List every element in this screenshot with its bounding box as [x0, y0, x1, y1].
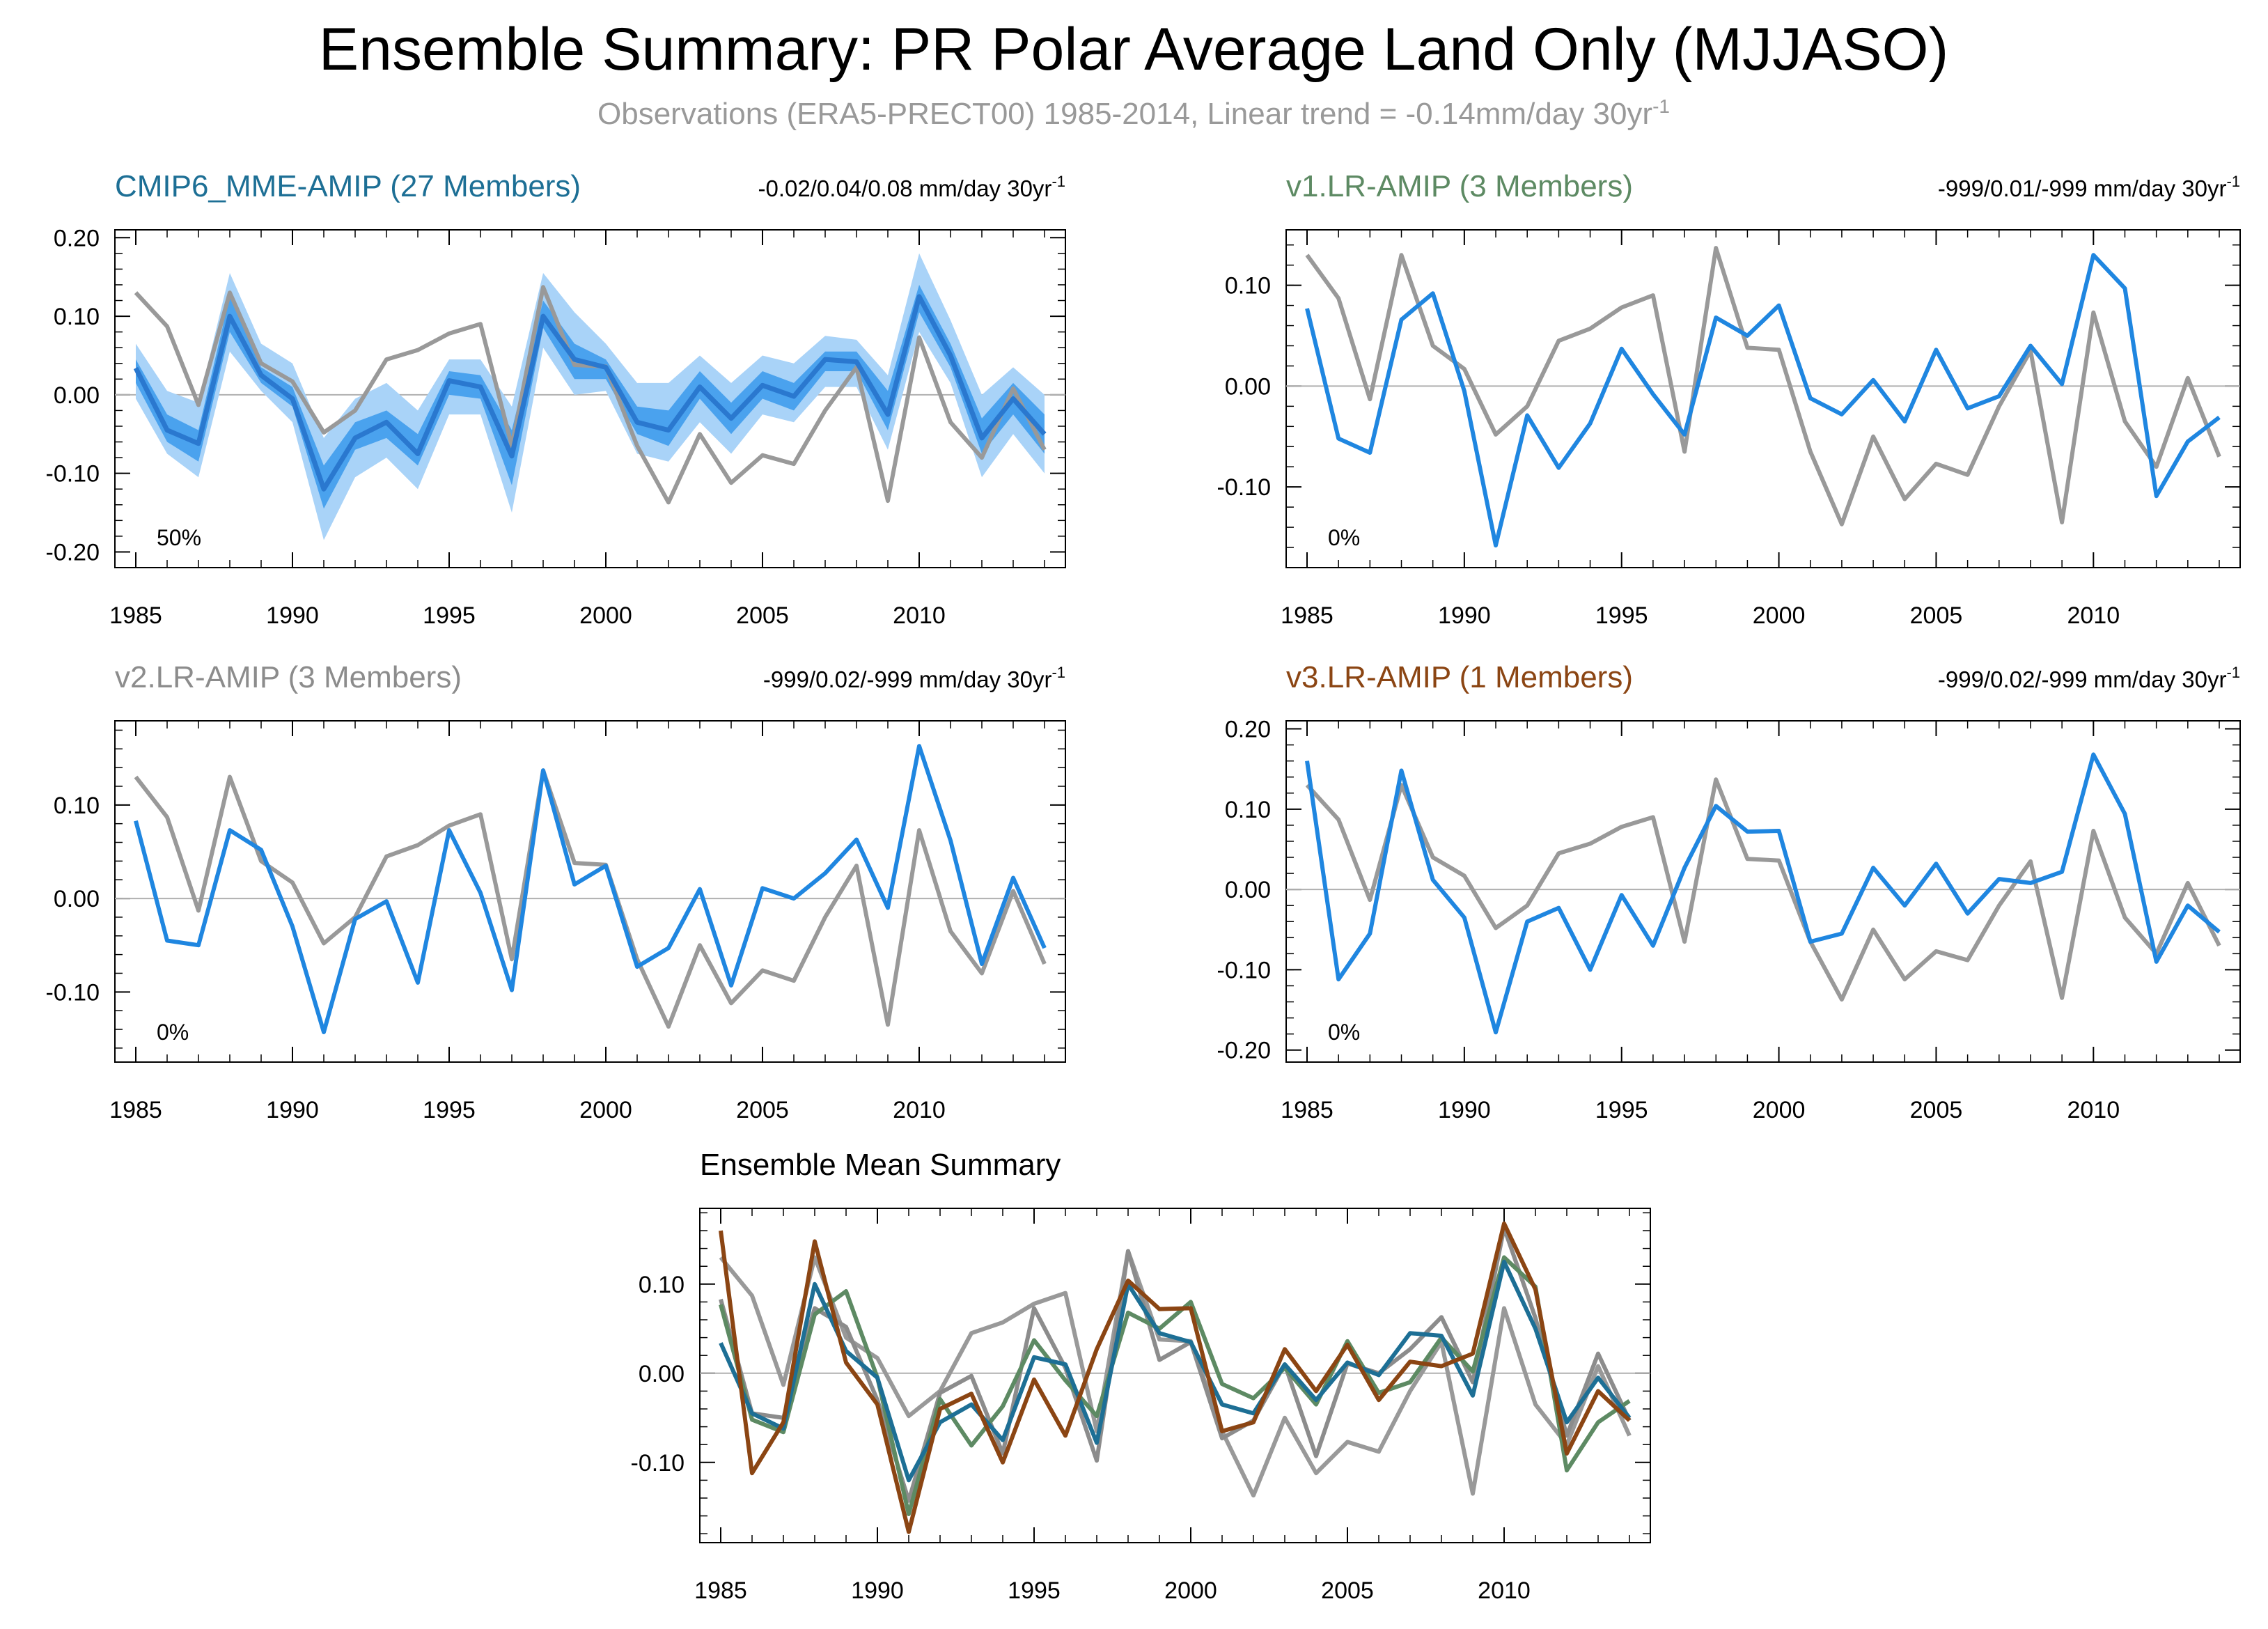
trend-label: -999/0.02/-999 mm/day 30yr-1: [1938, 664, 2240, 692]
trend-text: -999/0.02/-999 mm/day 30yr: [1938, 667, 2227, 692]
y-tick-label: 0.20: [1225, 717, 1271, 743]
panel-title: CMIP6_MME-AMIP (27 Members): [115, 169, 581, 203]
x-tick-label: 2000: [579, 602, 632, 629]
x-tick-label: 2010: [1478, 1577, 1531, 1604]
trend-label: -999/0.01/-999 mm/day 30yr-1: [1938, 173, 2240, 201]
y-tick-label: -0.10: [1217, 957, 1272, 983]
x-tick-label: 1985: [109, 1097, 162, 1123]
x-tick-label: 1995: [1008, 1577, 1061, 1604]
x-tick-label: 1985: [109, 602, 162, 629]
series-observations: [1305, 246, 2221, 527]
x-tick-label: 1985: [1281, 602, 1334, 629]
trend-label: -0.02/0.04/0.08 mm/day 30yr-1: [758, 173, 1065, 201]
x-tick-label: 1995: [423, 1097, 476, 1123]
x-tick-label: 1985: [1281, 1097, 1334, 1123]
panels: CMIP6_MME-AMIP (27 Members) -0.02/0.04/0.…: [46, 169, 2241, 1604]
trend-label: -999/0.02/-999 mm/day 30yr-1: [763, 664, 1065, 692]
series-model: [134, 744, 1047, 1034]
page-subtitle-text: Observations (ERA5-PRECT00) 1985-2014, L…: [597, 97, 1652, 131]
panel-title: v1.LR-AMIP (3 Members): [1286, 169, 1633, 203]
y-tick-label: -0.10: [46, 461, 100, 488]
y-tick-label: 0.10: [54, 793, 100, 819]
trend-sup: -1: [1051, 664, 1065, 681]
y-tick-label: 0.00: [54, 886, 100, 912]
y-tick-label: -0.10: [46, 979, 100, 1006]
series-v3: [719, 1221, 1632, 1534]
page-subtitle-sup: -1: [1652, 95, 1670, 117]
y-tick-label: -0.10: [631, 1450, 685, 1476]
series-observations: [719, 1249, 1632, 1498]
series-model: [1305, 253, 2221, 548]
x-tick-label: 2005: [736, 602, 789, 629]
x-tick-label: 2000: [1753, 1097, 1806, 1123]
page-subtitle: Observations (ERA5-PRECT00) 1985-2014, L…: [597, 95, 1670, 131]
x-tick-label: 1990: [266, 1097, 319, 1123]
panel-cmip6: CMIP6_MME-AMIP (27 Members) -0.02/0.04/0.…: [46, 169, 1066, 629]
plot-frame: [1285, 720, 2241, 1063]
plot-frame: [114, 229, 1066, 568]
x-tick-label: 1985: [694, 1577, 747, 1604]
y-tick-label: 0.10: [1225, 273, 1271, 299]
x-tick-label: 1995: [1595, 602, 1648, 629]
x-tick-label: 1990: [851, 1577, 904, 1604]
panel-title: v3.LR-AMIP (1 Members): [1286, 660, 1633, 694]
plot-frame: [1285, 229, 2241, 568]
panel-mean: Ensemble Mean Summary -0.10 0.00 0.10 1985 19…: [631, 1148, 1651, 1604]
y-tick-label: 0.20: [54, 225, 100, 251]
y-tick-label: 0.00: [54, 382, 100, 409]
x-tick-label: 2005: [736, 1097, 789, 1123]
y-tick-label: 0.00: [1225, 877, 1271, 903]
y-tick-label: 0.10: [54, 304, 100, 330]
x-tick-label: 1990: [1438, 1097, 1491, 1123]
x-tick-label: 2005: [1321, 1577, 1374, 1604]
panel-v1: v1.LR-AMIP (3 Members) -999/0.01/-999 mm/…: [1217, 169, 2241, 629]
x-tick-label: 1995: [423, 602, 476, 629]
percent-label: 0%: [1328, 525, 1360, 550]
y-tick-label: 0.10: [639, 1272, 685, 1298]
y-tick-label: 0.00: [1225, 373, 1271, 400]
y-tick-label: 0.10: [1225, 797, 1271, 823]
trend-text: -999/0.01/-999 mm/day 30yr: [1938, 176, 2227, 201]
panel-v2: v2.LR-AMIP (3 Members) -999/0.02/-999 mm/…: [46, 660, 1066, 1123]
panel-title: v2.LR-AMIP (3 Members): [115, 660, 462, 694]
y-tick-label: -0.20: [46, 539, 100, 566]
y-tick-label: -0.20: [1217, 1038, 1272, 1064]
percent-label: 0%: [157, 1020, 189, 1045]
plot-frame: [699, 1208, 1651, 1543]
band-outer: [136, 253, 1045, 540]
percent-label: 0%: [1328, 1020, 1360, 1045]
percent-label: 50%: [157, 525, 201, 550]
series-cmip6: [719, 1259, 1632, 1483]
trend-text: -0.02/0.04/0.08 mm/day 30yr: [758, 176, 1052, 201]
trend-text: -999/0.02/-999 mm/day 30yr: [763, 667, 1052, 692]
x-tick-label: 2010: [2067, 602, 2120, 629]
trend-sup: -1: [2226, 664, 2240, 681]
x-tick-label: 2010: [893, 602, 946, 629]
series-model: [1305, 752, 2221, 1035]
series-v1: [719, 1255, 1631, 1516]
x-tick-label: 2005: [1910, 602, 1963, 629]
x-tick-label: 2010: [2067, 1097, 2120, 1123]
x-tick-label: 2000: [579, 1097, 632, 1123]
x-tick-label: 2000: [1753, 602, 1806, 629]
x-tick-label: 1990: [1438, 602, 1491, 629]
page-title: Ensemble Summary: PR Polar Average Land …: [319, 16, 1948, 83]
series-observations: [134, 768, 1047, 1029]
series-observations: [1305, 777, 2221, 1002]
x-tick-label: 2010: [893, 1097, 946, 1123]
panel-title: Ensemble Mean Summary: [700, 1148, 1061, 1182]
x-tick-label: 1995: [1595, 1097, 1648, 1123]
y-tick-label: -0.10: [1217, 474, 1272, 501]
x-tick-label: 2000: [1164, 1577, 1217, 1604]
x-tick-label: 2005: [1910, 1097, 1963, 1123]
trend-sup: -1: [1051, 173, 1065, 190]
y-tick-label: 0.00: [639, 1361, 685, 1387]
trend-sup: -1: [2226, 173, 2240, 190]
series-ensemble_mean: [133, 294, 1047, 492]
panel-v3: v3.LR-AMIP (1 Members) -999/0.02/-999 mm/…: [1217, 660, 2241, 1123]
plot-frame: [114, 720, 1066, 1063]
x-tick-label: 1990: [266, 602, 319, 629]
